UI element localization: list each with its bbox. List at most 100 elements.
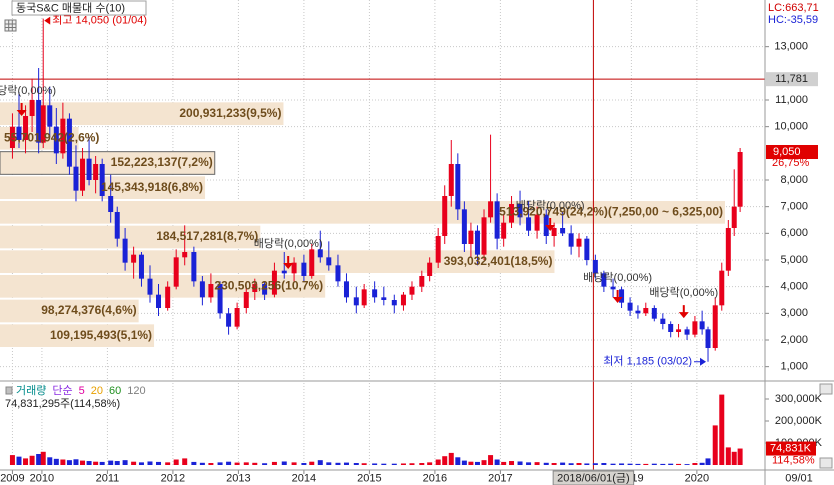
- volume-profile-label: 393,032,401(18,5%): [444, 254, 553, 268]
- volume-bar: [182, 458, 188, 465]
- y-tick-label: 6,000: [780, 227, 808, 239]
- candle-body: [291, 262, 297, 274]
- candle-body: [243, 292, 249, 308]
- volume-bar: [461, 460, 467, 465]
- candle-body: [448, 164, 454, 196]
- last-date: 09/01: [785, 472, 813, 484]
- volume-bar: [619, 463, 625, 465]
- y-tick-label: 300,000K: [775, 393, 823, 405]
- volume-bar: [643, 463, 649, 465]
- chart-title: 동국S&C 매물대 수(10): [16, 1, 125, 14]
- volume-bar: [47, 457, 53, 465]
- dividend-label: 배당락(0,00%): [0, 84, 56, 97]
- volume-bar: [699, 462, 705, 465]
- last-volume-box: [766, 441, 816, 456]
- low-arrow: [694, 357, 707, 366]
- volume-bar: [93, 461, 99, 465]
- reference-label: 11,781: [775, 73, 808, 85]
- candle-body: [668, 324, 674, 332]
- candle-body: [182, 252, 188, 258]
- x-tick-label: 2015: [357, 472, 381, 484]
- y-tick-label: 10,000: [774, 121, 808, 133]
- volume-bar: [309, 461, 315, 465]
- y-tick-label: 1,000: [780, 361, 808, 373]
- volume-profile-bar: [0, 324, 155, 347]
- volume-profile-label: 152,223,137(7,2%): [111, 155, 213, 169]
- volume-bar: [234, 462, 240, 465]
- candle-body: [517, 204, 523, 218]
- grid-icon[interactable]: [4, 19, 17, 32]
- cursor-box: [552, 470, 635, 485]
- candle-body: [301, 262, 307, 276]
- candle-body: [610, 286, 616, 290]
- x-tick-label: 2010: [30, 472, 54, 484]
- volume-bar: [262, 463, 268, 465]
- volume-bar: [474, 461, 480, 465]
- volume-bar: [226, 461, 232, 465]
- candle-body: [576, 238, 582, 247]
- candle-body: [481, 217, 487, 255]
- volume-bar: [442, 456, 448, 465]
- volume-bar: [29, 455, 35, 465]
- x-tick-label: 2017: [488, 472, 512, 484]
- volume-bar: [409, 463, 415, 465]
- candle-body: [93, 164, 99, 180]
- candle-body: [252, 284, 258, 292]
- volume-bar: [361, 463, 367, 465]
- volume-bar: [53, 458, 59, 465]
- candle-body: [226, 313, 232, 327]
- last-price-label: 9,050: [773, 146, 801, 158]
- volume-bar: [592, 463, 598, 465]
- candle-body: [619, 289, 625, 303]
- volume-bar: [676, 463, 682, 465]
- candle-body: [60, 118, 66, 154]
- volume-profile-label: 230,503,256(10,7%): [214, 279, 323, 293]
- candle-body: [560, 228, 566, 234]
- candle-body: [343, 281, 349, 298]
- candle-body: [568, 233, 574, 247]
- volume-bar: [281, 461, 287, 465]
- volume-bar: [737, 448, 743, 465]
- volume-bar: [635, 463, 641, 465]
- candle-body: [47, 105, 53, 127]
- legend-entry: 5: [79, 385, 85, 397]
- volume-bar: [692, 463, 698, 465]
- candle-body: [23, 116, 29, 140]
- volume-bar: [317, 460, 323, 465]
- candle-body: [409, 286, 415, 295]
- candle-body: [262, 284, 268, 295]
- dividend-arrow: [545, 218, 556, 231]
- volume-bar: [243, 462, 249, 465]
- volume-summary: 74,831,295주(114,58%): [5, 398, 120, 410]
- scroll-down[interactable]: [819, 457, 833, 469]
- candle-body: [684, 329, 690, 335]
- volume-bar: [173, 459, 179, 465]
- candle-body: [191, 252, 197, 282]
- candle-body: [494, 201, 500, 239]
- volume-bar: [191, 461, 197, 465]
- volume-bar: [534, 462, 540, 465]
- icon-frame: [4, 19, 17, 32]
- volume-bar: [217, 462, 223, 465]
- candle-body: [80, 158, 86, 191]
- high-arrow: [44, 16, 51, 25]
- volume-bar: [543, 462, 549, 465]
- candle-body: [705, 329, 711, 348]
- candle-body: [66, 118, 72, 167]
- legend-entry: 120: [127, 385, 145, 397]
- legend-entry: 단순: [52, 384, 72, 397]
- volume-bar: [481, 460, 487, 465]
- scroll-buttons[interactable]: [819, 383, 833, 469]
- candle-body: [208, 284, 214, 298]
- dividend-label: 배당락(0,00%): [254, 237, 323, 250]
- candle-body: [712, 305, 718, 348]
- volume-bar: [448, 452, 454, 465]
- legend-marker: [5, 386, 13, 395]
- y-tick-label: 8,000: [780, 174, 808, 186]
- candle-body: [317, 249, 323, 258]
- y-tick-label: 4,000: [780, 281, 808, 293]
- candle-body: [427, 262, 433, 276]
- volume-bar: [381, 463, 387, 465]
- scroll-up[interactable]: [819, 383, 833, 395]
- candle-body: [53, 126, 59, 154]
